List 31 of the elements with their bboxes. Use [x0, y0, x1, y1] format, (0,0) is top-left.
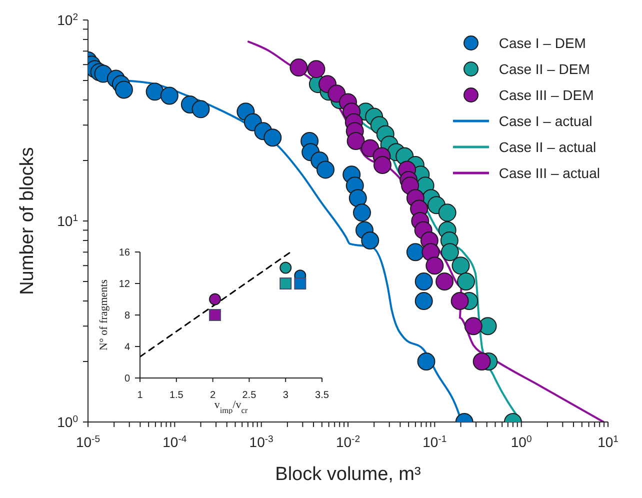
y-axis-title: N° of fragments — [98, 280, 110, 350]
legend-label: Case III – actual — [498, 165, 600, 181]
y-tick-label: 8 — [124, 310, 130, 322]
y-tick-label: 12 — [118, 279, 130, 290]
x-tick-label: 2.5 — [242, 390, 257, 401]
x-tick-label: 10$^{-1}$ — [422, 434, 447, 450]
y-tick-label: 16 — [118, 248, 130, 258]
x-axis-title: Block volume, m³ — [275, 464, 421, 485]
y-tick-label: 0 — [124, 374, 130, 384]
legend-label: Case III – DEM — [498, 87, 594, 103]
x-tick-label: 10$^{0}$ — [510, 434, 532, 450]
legend-label: Case I – actual — [498, 113, 592, 129]
x-tick-label: 3.5 — [315, 390, 330, 401]
legend-label: Case II – DEM — [498, 61, 590, 77]
y-tick-label: 4 — [124, 342, 130, 353]
x-tick-label: 10$^{1}$ — [598, 434, 618, 450]
x-tick-label: 10$^{-5}$ — [76, 434, 100, 450]
x-tick-label: 1 — [137, 390, 144, 401]
x-tick-label: 10$^{-4}$ — [162, 434, 188, 450]
x-tick-label: 3 — [282, 390, 289, 401]
y-tick-label: 10$^{2}$ — [57, 11, 78, 28]
x-tick-label: 1.5 — [169, 390, 184, 401]
y-tick-label: 10$^{1}$ — [57, 212, 78, 229]
y-tick-label: 10$^{0}$ — [57, 413, 78, 430]
x-tick-label: 2 — [210, 390, 216, 401]
legend-label: Case II – actual — [498, 139, 596, 155]
x-axis-title: v$_{imp}$/v$_{cr}$ — [214, 399, 248, 414]
legend-label: Case I – DEM — [498, 35, 586, 51]
x-tick-label: 10$^{-3}$ — [249, 434, 274, 450]
x-tick-label: 10$^{-2}$ — [336, 434, 360, 450]
y-axis-title: Number of blocks — [17, 147, 38, 295]
